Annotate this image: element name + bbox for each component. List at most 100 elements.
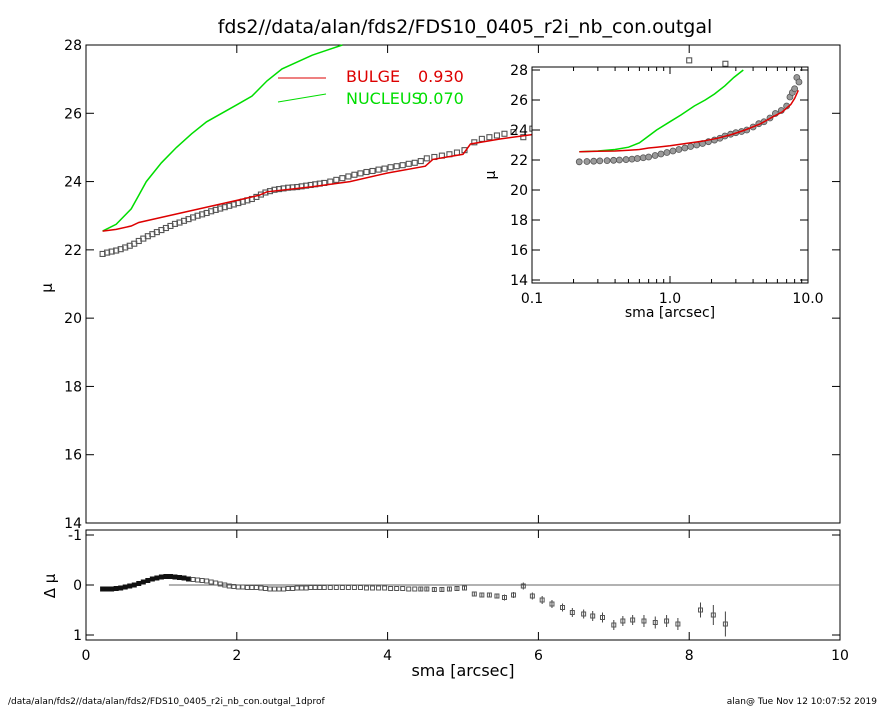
residual-point: [258, 585, 264, 591]
residual-point: [104, 586, 110, 592]
inset-log-panel: 0.1 1.0 10.0 14 16 18 20 22 24 26 28 sma [arcsec] μ: [483, 63, 824, 321]
inset-data-point: [645, 153, 653, 161]
residual-point: [333, 585, 339, 590]
data-point: [405, 160, 412, 167]
data-point: [333, 176, 340, 183]
inset-data-point: [657, 150, 665, 158]
data-point: [399, 162, 406, 169]
y-tick-label: 18: [64, 379, 82, 395]
data-point: [417, 158, 424, 165]
inset-data-point: [633, 155, 641, 162]
residual-point: [641, 618, 647, 624]
residual-point: [710, 612, 716, 618]
residual-point: [140, 579, 146, 585]
legend-label: NUCLEUS: [346, 89, 422, 108]
residual-point: [664, 618, 670, 624]
residual-point: [549, 601, 555, 607]
residual-point: [181, 575, 187, 581]
residual-point: [630, 617, 636, 623]
x-tick-label: 8: [685, 648, 694, 664]
residual-point: [222, 582, 228, 588]
y-tick-label: 16: [64, 448, 82, 464]
residual-point: [312, 585, 318, 590]
residual-point: [253, 585, 259, 590]
residual-point: [136, 581, 142, 586]
inset-data-point: [583, 158, 591, 165]
data-point: [411, 159, 418, 166]
data-point: [520, 134, 527, 141]
inset-plot-frame: [531, 66, 809, 284]
residual-point: [131, 582, 137, 588]
inset-data-point: [791, 85, 799, 93]
residual-point: [345, 585, 351, 590]
x-tick-label: 0: [82, 648, 91, 664]
residual-point: [217, 581, 223, 587]
residual-point: [276, 586, 282, 592]
inset-data-point: [622, 156, 630, 163]
x-tick-label: 4: [383, 648, 392, 664]
residual-point: [226, 583, 232, 589]
y-tick-label: 20: [510, 183, 528, 199]
y-tick-label: 26: [64, 106, 82, 122]
residual-point: [376, 585, 382, 591]
residual-point: [176, 575, 182, 580]
data-point: [393, 163, 400, 170]
y-tick-label: 1: [73, 628, 82, 644]
residual-point: [363, 585, 369, 591]
main-plot-frame: [85, 44, 841, 524]
y-tick-label: 28: [510, 63, 528, 79]
residual-point: [501, 595, 507, 600]
residual-point: [158, 574, 164, 580]
inset-data-point: [616, 156, 623, 164]
residual-point: [267, 586, 273, 592]
residual-point: [244, 585, 250, 590]
inset-data-point: [651, 152, 659, 159]
y-tick-label: 24: [64, 175, 82, 191]
y-tick-label: 24: [510, 123, 528, 139]
x-tick-label: 0.1: [521, 291, 543, 307]
residual-point: [569, 610, 575, 615]
y-tick-label: 22: [64, 243, 82, 259]
inset-x-axis-label: sma [arcsec]: [625, 305, 715, 321]
y-tick-label: 14: [510, 273, 528, 289]
data-point: [345, 173, 352, 180]
data-point: [375, 166, 382, 173]
inset-data-point: [590, 157, 598, 165]
residual-point: [118, 585, 124, 591]
x-tick-label: 10: [831, 648, 849, 664]
residual-point: [303, 585, 309, 591]
residual-point: [446, 586, 452, 592]
data-point: [686, 57, 693, 64]
inset-data-point: [681, 144, 689, 152]
y-tick-label: 16: [510, 243, 528, 259]
legend-value: 0.070: [418, 89, 464, 108]
legend-value: 0.930: [418, 67, 464, 86]
inset-data-point: [575, 158, 583, 166]
residual-point: [317, 585, 323, 590]
residual-point: [394, 586, 400, 591]
residual-point: [113, 586, 119, 591]
residual-point: [100, 586, 106, 592]
residual-point: [590, 613, 596, 619]
y-tick-label: -1: [68, 528, 82, 544]
residual-point: [406, 586, 412, 592]
residual-point: [190, 577, 196, 582]
residual-point: [208, 579, 214, 585]
residual-point: [471, 591, 477, 597]
data-point: [369, 167, 376, 175]
residual-point: [163, 574, 169, 579]
residual-point: [321, 585, 327, 590]
residual-point: [431, 587, 437, 592]
inset-data-point: [795, 78, 803, 86]
residual-point: [199, 578, 205, 583]
residual-point: [652, 620, 658, 625]
data-point: [510, 129, 517, 136]
residual-point: [611, 622, 617, 628]
inset-data-point: [687, 143, 694, 150]
data-point: [387, 164, 394, 171]
legend-label: BULGE: [346, 67, 400, 86]
residual-point: [486, 592, 492, 598]
residual-point: [581, 611, 587, 617]
y-tick-label: 0: [73, 578, 82, 594]
